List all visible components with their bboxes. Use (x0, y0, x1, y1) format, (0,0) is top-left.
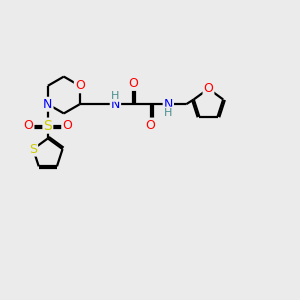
Text: O: O (24, 119, 34, 132)
Text: H: H (111, 91, 120, 101)
Text: N: N (43, 98, 52, 111)
Text: O: O (62, 119, 72, 132)
Text: N: N (111, 98, 120, 111)
Text: O: O (128, 77, 138, 90)
Text: O: O (75, 79, 85, 92)
Text: S: S (29, 142, 37, 156)
Text: O: O (146, 118, 155, 131)
Text: O: O (203, 82, 213, 95)
Text: N: N (164, 98, 173, 111)
Text: S: S (44, 118, 52, 133)
Text: H: H (164, 108, 172, 118)
